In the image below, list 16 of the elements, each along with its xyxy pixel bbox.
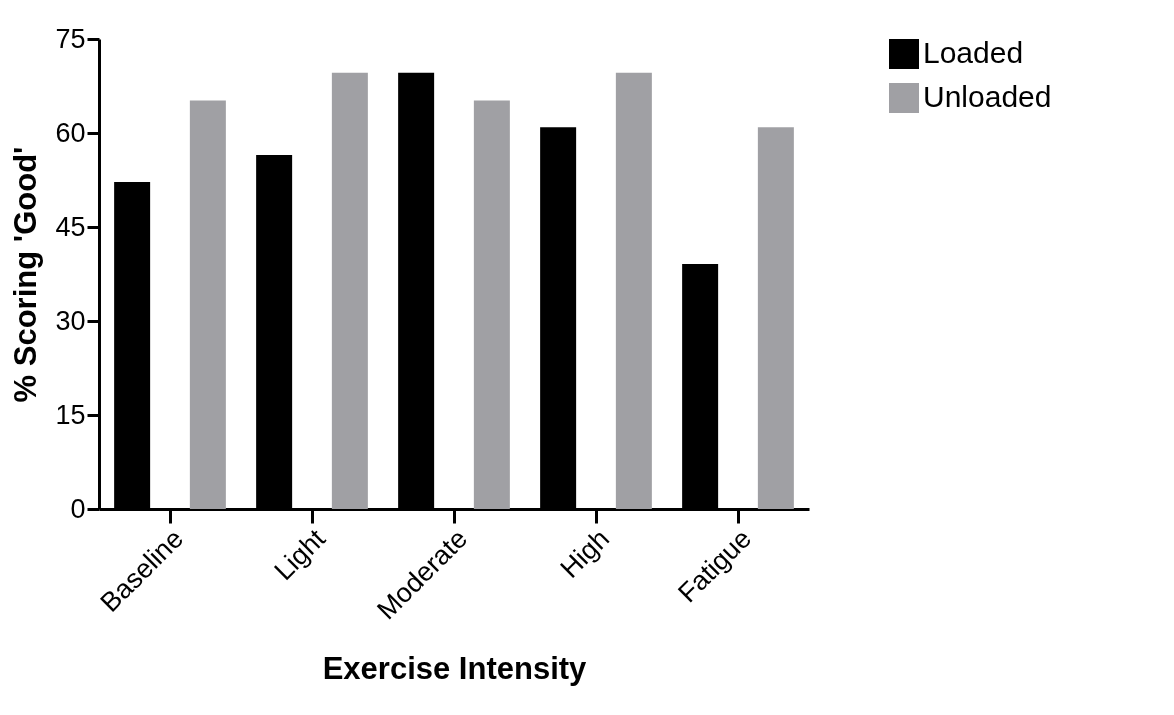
legend-label: Loaded — [923, 36, 1024, 69]
y-axis-title: % Scoring 'Good' — [8, 146, 44, 403]
y-tick-label: 60 — [55, 117, 86, 148]
bar — [615, 72, 652, 509]
y-tick-label: 30 — [55, 305, 86, 336]
x-axis-title: Exercise Intensity — [322, 650, 588, 686]
y-tick-label: 45 — [55, 211, 86, 242]
bar — [757, 127, 794, 509]
y-tick-label: 75 — [55, 23, 86, 54]
bar — [189, 100, 226, 509]
y-tick-label: 15 — [55, 399, 86, 430]
bar — [331, 72, 368, 509]
legend-label: Unloaded — [923, 80, 1052, 113]
bar — [473, 100, 510, 509]
x-tick-label: High — [554, 523, 616, 584]
y-tick-label: 0 — [70, 493, 86, 524]
